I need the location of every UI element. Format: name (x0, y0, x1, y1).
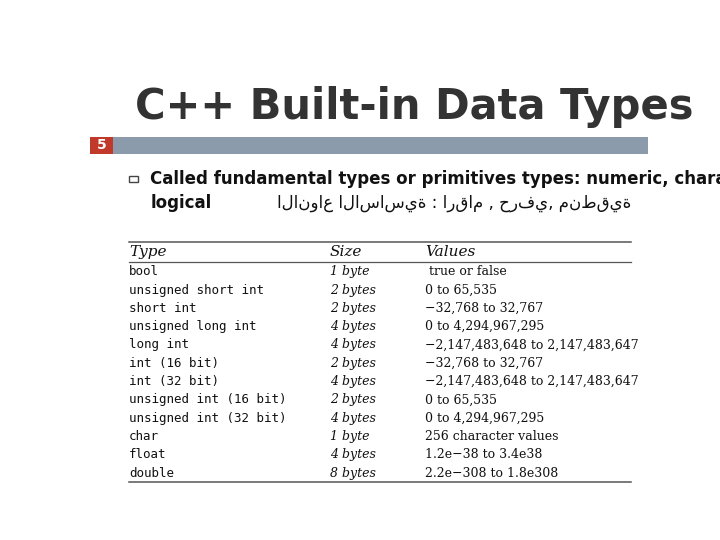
Text: int (32 bit): int (32 bit) (129, 375, 219, 388)
Text: unsigned int (16 bit): unsigned int (16 bit) (129, 393, 287, 407)
Text: Size: Size (330, 245, 362, 259)
Text: 1 byte: 1 byte (330, 430, 369, 443)
Text: 2 bytes: 2 bytes (330, 357, 376, 370)
Text: 4 bytes: 4 bytes (330, 339, 376, 352)
Text: 2 bytes: 2 bytes (330, 393, 376, 407)
Text: 4 bytes: 4 bytes (330, 448, 376, 461)
Text: Values: Values (425, 245, 475, 259)
Text: char: char (129, 430, 159, 443)
Text: int (16 bit): int (16 bit) (129, 357, 219, 370)
Text: 1.2e−38 to 3.4e38: 1.2e−38 to 3.4e38 (425, 448, 542, 461)
Bar (90, 137, 648, 154)
Text: 4 bytes: 4 bytes (330, 411, 376, 424)
Text: true or false: true or false (425, 265, 507, 278)
Text: 0 to 4,294,967,295: 0 to 4,294,967,295 (425, 320, 544, 333)
Text: 5: 5 (97, 138, 107, 152)
Text: 1 byte: 1 byte (330, 265, 369, 278)
Text: unsigned long int: unsigned long int (129, 320, 256, 333)
Text: unsigned short int: unsigned short int (129, 284, 264, 296)
Bar (90, 137, 114, 154)
Text: logical: logical (150, 194, 212, 212)
Text: 0 to 65,535: 0 to 65,535 (425, 284, 497, 296)
Text: 4 bytes: 4 bytes (330, 375, 376, 388)
Text: 2 bytes: 2 bytes (330, 284, 376, 296)
Text: bool: bool (129, 265, 159, 278)
Text: C++ Built-in Data Types: C++ Built-in Data Types (135, 85, 693, 127)
Text: −2,147,483,648 to 2,147,483,647: −2,147,483,648 to 2,147,483,647 (425, 375, 639, 388)
Text: Type: Type (129, 245, 166, 259)
Text: 2 bytes: 2 bytes (330, 302, 376, 315)
Text: الانواع الاساسية : ارقام , حرفي, منطقية: الانواع الاساسية : ارقام , حرفي, منطقية (277, 194, 631, 212)
Text: double: double (129, 467, 174, 480)
Text: 8 bytes: 8 bytes (330, 467, 376, 480)
Text: short int: short int (129, 302, 197, 315)
Text: 2.2e−308 to 1.8e308: 2.2e−308 to 1.8e308 (425, 467, 558, 480)
Bar (129, 176, 138, 183)
Text: 4 bytes: 4 bytes (330, 320, 376, 333)
Text: −32,768 to 32,767: −32,768 to 32,767 (425, 357, 543, 370)
Text: 0 to 4,294,967,295: 0 to 4,294,967,295 (425, 411, 544, 424)
Text: 256 character values: 256 character values (425, 430, 558, 443)
Text: long int: long int (129, 339, 189, 352)
Text: 0 to 65,535: 0 to 65,535 (425, 393, 497, 407)
Text: Called fundamental types or primitives types: numeric, character,: Called fundamental types or primitives t… (150, 170, 720, 188)
Text: −2,147,483,648 to 2,147,483,647: −2,147,483,648 to 2,147,483,647 (425, 339, 639, 352)
Text: float: float (129, 448, 166, 461)
Text: −32,768 to 32,767: −32,768 to 32,767 (425, 302, 543, 315)
Text: unsigned int (32 bit): unsigned int (32 bit) (129, 411, 287, 424)
